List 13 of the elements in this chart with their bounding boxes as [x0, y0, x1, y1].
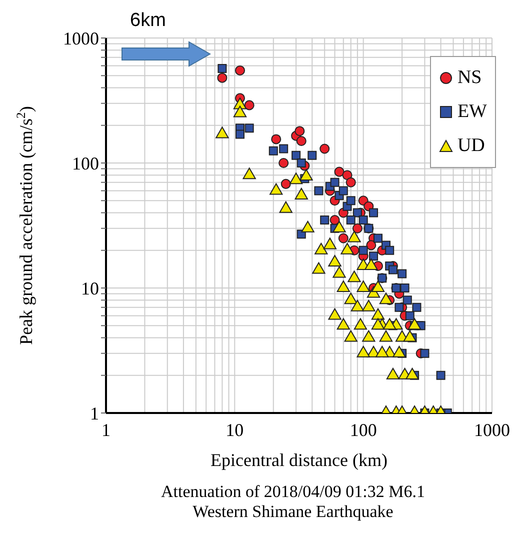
y-tick-label: 100: [72, 153, 99, 174]
y-tick-label: 1000: [63, 28, 99, 48]
legend-label: NS: [457, 66, 482, 90]
text: Attenuation of 2018/04/09 01:32 M6.1 Western Shimane Earthquake: [160, 482, 426, 522]
x-tick-label: 100: [350, 420, 377, 440]
x-axis-title: Epicentral distance (km): [210, 450, 388, 470]
x-tick-label: 10: [226, 420, 244, 440]
x-tick-label: 1000: [474, 420, 510, 440]
y-tick-label: 1: [90, 403, 99, 424]
legend-label: UD: [457, 134, 485, 158]
y-tick-label: 10: [81, 278, 99, 298]
text: 6km: [130, 10, 166, 32]
legend-label: EW: [457, 100, 487, 124]
